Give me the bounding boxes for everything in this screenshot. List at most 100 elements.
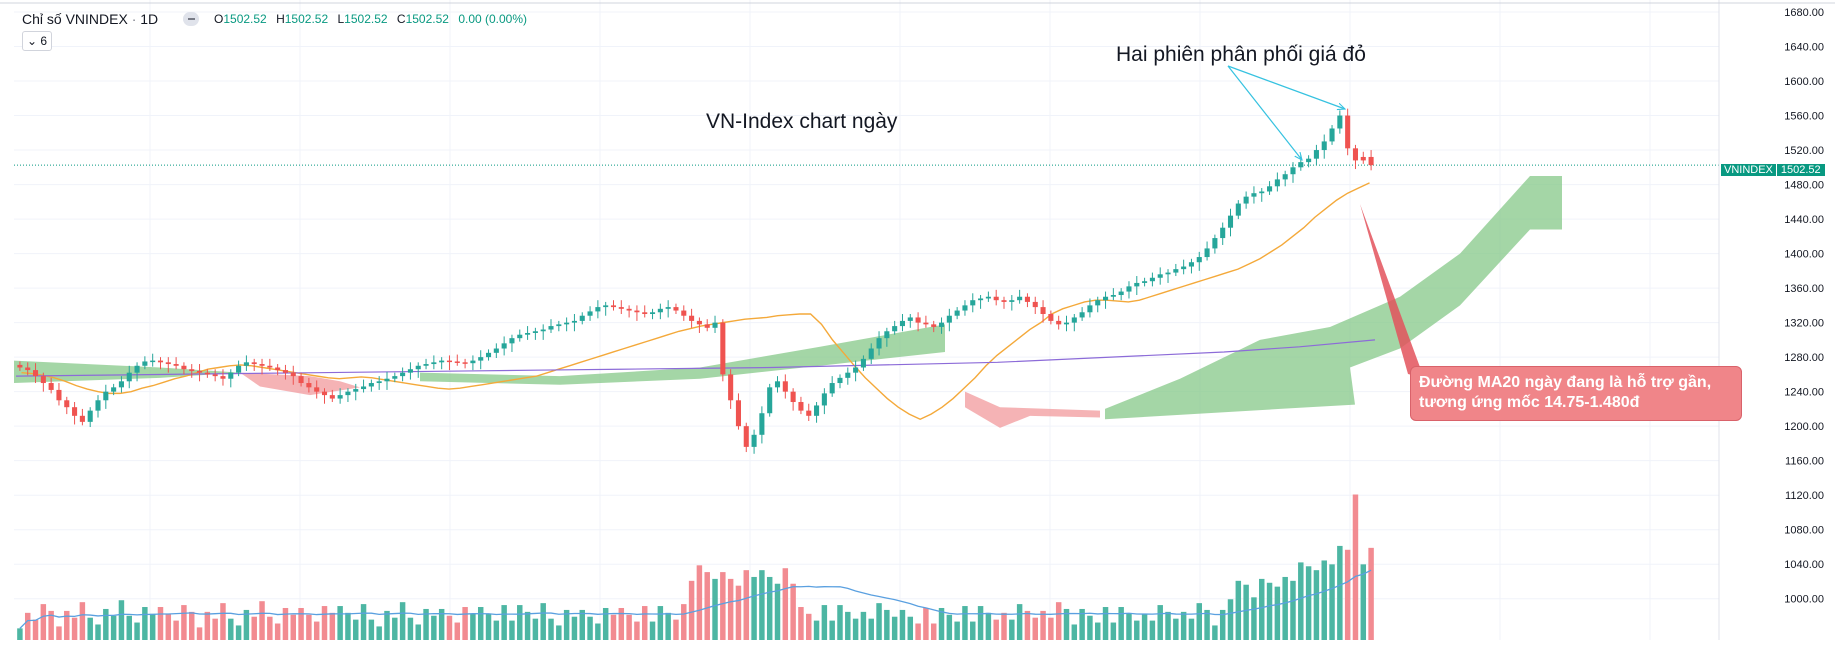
symbol-name: Chỉ số VNINDEX bbox=[22, 11, 128, 27]
indicator-count: 6 bbox=[40, 34, 48, 48]
candle-body bbox=[32, 370, 39, 377]
volume-bar bbox=[17, 628, 23, 640]
candle-body bbox=[1352, 148, 1359, 161]
candle-body bbox=[751, 434, 757, 447]
candle-body bbox=[157, 360, 164, 363]
volume-bar bbox=[657, 606, 664, 640]
candle-body bbox=[548, 326, 554, 330]
candle-body bbox=[915, 317, 921, 323]
candle-body bbox=[439, 360, 445, 363]
volume-bar bbox=[946, 614, 953, 640]
candle-body bbox=[681, 310, 687, 316]
symbol-title[interactable]: Chỉ số VNINDEX · 1D bbox=[22, 11, 158, 27]
volume-bar bbox=[1001, 612, 1007, 640]
candle-body bbox=[1306, 158, 1312, 163]
cloud-segment bbox=[240, 372, 360, 396]
volume-bar bbox=[188, 611, 195, 640]
volume-bar bbox=[1055, 602, 1062, 640]
candle-body bbox=[978, 298, 984, 301]
candle-body bbox=[1110, 295, 1116, 297]
volume-bar bbox=[962, 606, 968, 640]
y-tick-label: 1240.00 bbox=[1784, 387, 1824, 399]
volume-bar bbox=[735, 585, 742, 640]
candle-body bbox=[931, 324, 937, 327]
candle-body bbox=[368, 383, 374, 387]
candle-body bbox=[1103, 296, 1109, 301]
candle-body bbox=[618, 307, 624, 309]
price-tag-value: 1502.52 bbox=[1776, 164, 1825, 176]
candle-body bbox=[595, 307, 601, 312]
volume-bar bbox=[1157, 605, 1163, 640]
volume-bar bbox=[1032, 617, 1038, 640]
volume-bar bbox=[360, 604, 367, 640]
candle-body bbox=[650, 312, 656, 314]
volume-bar bbox=[579, 609, 585, 640]
cloud-segment bbox=[14, 360, 240, 384]
volume-bar bbox=[587, 616, 593, 640]
candle-body bbox=[860, 358, 866, 368]
candle-body bbox=[111, 387, 117, 392]
volume-bar bbox=[829, 620, 835, 640]
volume-bar bbox=[641, 606, 648, 640]
volume-bar bbox=[938, 607, 945, 640]
volume-bar bbox=[64, 610, 70, 640]
volume-bar bbox=[329, 612, 336, 640]
volume-bar bbox=[149, 613, 156, 640]
volume-bar bbox=[891, 616, 898, 640]
visibility-eye-icon[interactable] bbox=[183, 12, 199, 26]
candle-body bbox=[173, 364, 179, 366]
volume-bar bbox=[454, 622, 461, 640]
candle-body bbox=[1204, 248, 1210, 258]
candle-body bbox=[610, 305, 617, 308]
candle-body bbox=[79, 415, 85, 422]
candle-body bbox=[423, 364, 429, 366]
volume-bar bbox=[540, 603, 546, 640]
close-label: C bbox=[396, 12, 406, 26]
candle-body bbox=[1095, 300, 1101, 306]
candle-body bbox=[884, 331, 890, 339]
candle-body bbox=[150, 360, 156, 363]
candle-body bbox=[87, 410, 93, 422]
candle-body bbox=[1196, 257, 1202, 263]
volume-bar bbox=[181, 605, 187, 640]
candle-body bbox=[103, 391, 109, 401]
volume-bar bbox=[1188, 618, 1195, 640]
candle-body bbox=[923, 322, 929, 325]
volume-bar bbox=[1305, 566, 1312, 640]
volume-bar bbox=[610, 614, 617, 640]
candle-body bbox=[462, 362, 468, 364]
volume-bar bbox=[1251, 597, 1257, 640]
y-tick-label: 1280.00 bbox=[1784, 352, 1824, 364]
volume-bar bbox=[157, 607, 164, 640]
volume-bar bbox=[1266, 582, 1273, 640]
candle-body bbox=[540, 329, 546, 332]
candle-body bbox=[814, 405, 820, 416]
candle-body bbox=[118, 381, 124, 388]
volume-bar bbox=[595, 623, 601, 640]
symbol-separator: · bbox=[131, 11, 137, 27]
volume-bar bbox=[1337, 545, 1343, 640]
candle-body bbox=[587, 311, 593, 316]
volume-bar bbox=[1180, 611, 1187, 640]
candle-body bbox=[798, 402, 804, 411]
volume-bar bbox=[884, 609, 890, 640]
price-tag-symbol: VNINDEX bbox=[1721, 164, 1776, 176]
volume-bar bbox=[1165, 611, 1171, 640]
volume-bar bbox=[727, 578, 734, 640]
volume-bar bbox=[1235, 580, 1242, 640]
volume-bar bbox=[1227, 599, 1234, 640]
volume-bar bbox=[485, 613, 492, 640]
candle-body bbox=[353, 389, 359, 392]
volume-bar bbox=[345, 612, 351, 640]
candle-body bbox=[564, 322, 570, 325]
candle-body bbox=[251, 362, 257, 365]
volume-bar bbox=[79, 602, 86, 640]
candle-body bbox=[25, 367, 31, 371]
annotation-arrows bbox=[1227, 65, 1424, 378]
candle-body bbox=[1017, 296, 1023, 301]
indicators-collapse-button[interactable]: ⌄ 6 bbox=[22, 31, 52, 51]
candle-body bbox=[1165, 272, 1171, 275]
candle-body bbox=[907, 317, 913, 321]
